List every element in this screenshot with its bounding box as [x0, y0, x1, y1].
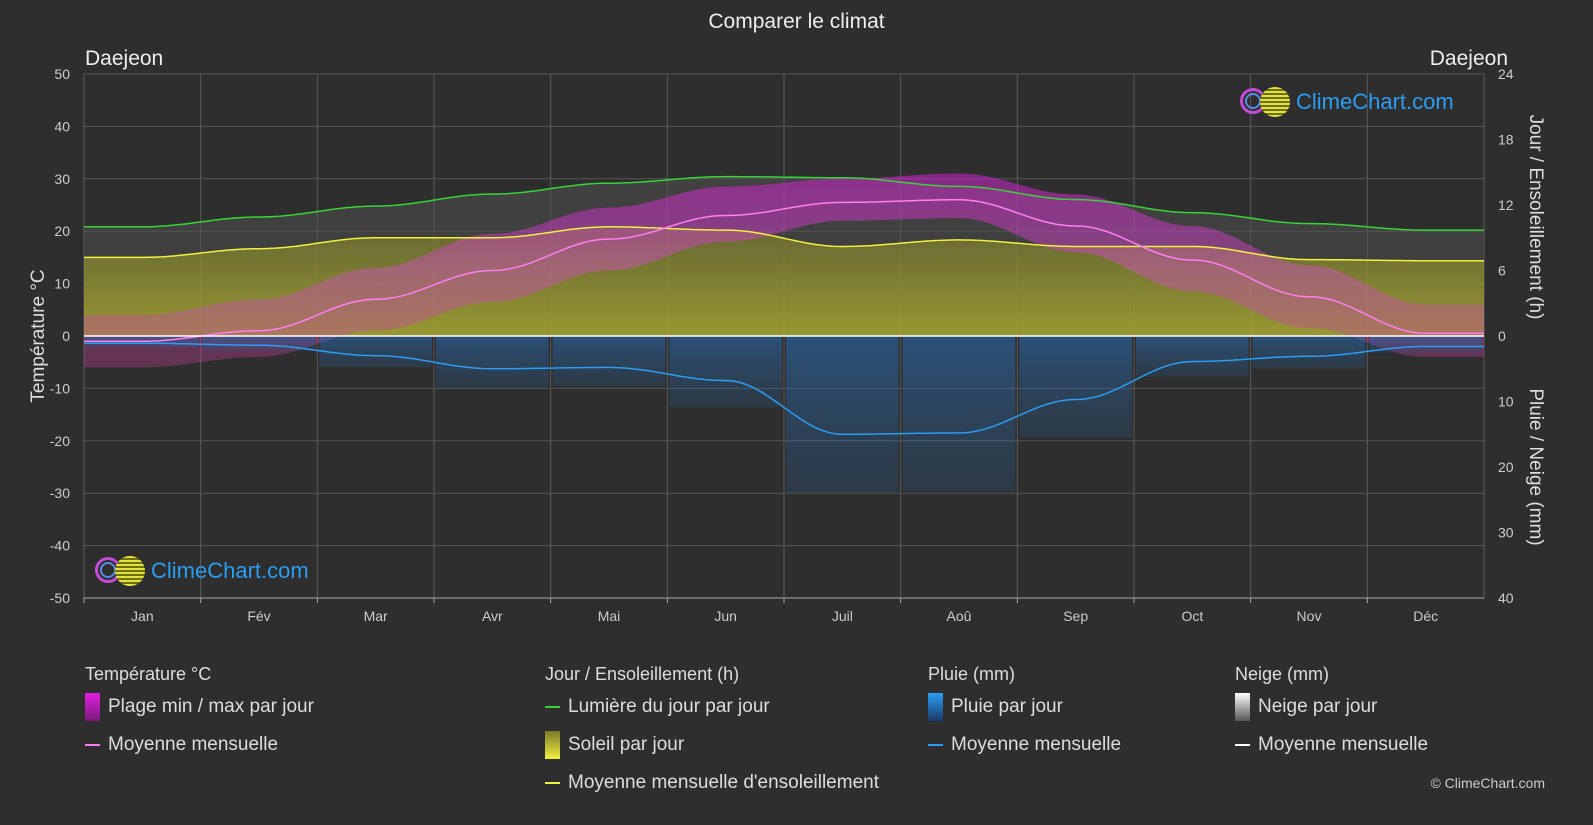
y-right-axis-title-bottom: Pluie / Neige (mm): [1525, 388, 1546, 545]
temperature-range-area: [84, 173, 1484, 368]
rain-bar: [1252, 336, 1366, 369]
x-tick-label: Juil: [832, 608, 853, 624]
x-tick-label: Fév: [247, 608, 270, 624]
legend-label: Lumière du jour par jour: [568, 696, 770, 717]
copyright: © ClimeChart.com: [1430, 775, 1545, 791]
swatch: [1235, 744, 1250, 746]
swatch: [928, 693, 943, 721]
x-tick-label: Mar: [364, 608, 388, 624]
swatch: [928, 744, 943, 746]
y-right-tick-label: 20: [1498, 459, 1514, 475]
legend-item-temp-range: Plage min / max par jour: [85, 688, 314, 726]
legend-label: Moyenne mensuelle d'ensoleillement: [568, 772, 879, 793]
legend-label: Pluie par jour: [951, 696, 1063, 717]
y-right-tick-label: 6: [1498, 263, 1506, 279]
y-right-tick-label: 0: [1498, 328, 1506, 344]
x-tick-label: Aoû: [947, 608, 972, 624]
x-tick-label: Oct: [1181, 608, 1203, 624]
y-right-tick-label: 40: [1498, 590, 1514, 606]
rain-mean-line: [84, 342, 1484, 435]
y-tick-label: -50: [50, 590, 70, 606]
y-tick-label: 40: [54, 118, 70, 134]
y-right-tick-label: 10: [1498, 394, 1514, 410]
legend-header: Pluie (mm): [928, 664, 1016, 684]
x-tick-label: Mai: [598, 608, 621, 624]
y-right-tick-label: 12: [1498, 197, 1514, 213]
legend-item-snow: Neige par jour: [1235, 688, 1428, 726]
legend-label: Neige par jour: [1258, 696, 1378, 717]
legend-label: Moyenne mensuelle: [108, 734, 279, 755]
legend-item-rain: Pluie par jour: [928, 688, 1121, 726]
swatch: [545, 706, 560, 708]
rain-bar: [902, 336, 1016, 492]
climechart-logo-icon: [95, 555, 147, 587]
y-right-axis-title-top: Jour / Ensoleillement (h): [1525, 115, 1546, 320]
rain-bar: [436, 336, 549, 389]
swatch: [545, 782, 560, 784]
brand-name: ClimeChart.com: [1296, 89, 1454, 114]
legend-item-rain-mean: Moyenne mensuelle: [928, 726, 1121, 764]
legend-snow: Neige (mm) Neige par jour Moyenne mensue…: [1235, 664, 1428, 764]
y-tick-label: 50: [54, 66, 70, 82]
legend-temperature: Température °C Plage min / max par jour …: [85, 664, 314, 764]
y-tick-label: 0: [62, 328, 70, 344]
y-tick-label: -30: [50, 485, 70, 501]
rain-bar: [552, 336, 666, 387]
y-right-tick-label: 24: [1498, 66, 1514, 82]
legend-item-sunshine-mean: Moyenne mensuelle d'ensoleillement: [545, 764, 879, 802]
x-tick-label: Déc: [1413, 608, 1438, 624]
legend-item-snow-mean: Moyenne mensuelle: [1235, 726, 1428, 764]
temperature-mean-line: [84, 199, 1484, 342]
climechart-logo-icon: [1240, 86, 1292, 118]
legend-header: Neige (mm): [1235, 664, 1330, 684]
x-tick-label: Avr: [482, 608, 503, 624]
swatch: [545, 731, 560, 759]
brand-logo-bottom: ClimeChart.com: [95, 555, 309, 587]
rain-bar: [319, 336, 432, 368]
swatch: [1235, 693, 1250, 721]
brand-logo-top: ClimeChart.com: [1240, 86, 1454, 118]
y-axis-title: Température °C: [28, 269, 49, 402]
legend-label: Moyenne mensuelle: [951, 734, 1122, 755]
brand-name: ClimeChart.com: [151, 558, 309, 583]
y-tick-label: -10: [50, 380, 70, 396]
legend-item-daylight: Lumière du jour par jour: [545, 688, 879, 726]
x-tick-label: Jun: [714, 608, 737, 624]
swatch: [85, 744, 100, 746]
legend-rain: Pluie (mm) Pluie par jour Moyenne mensue…: [928, 664, 1121, 764]
x-tick-label: Jan: [131, 608, 154, 624]
x-tick-label: Sep: [1063, 608, 1088, 624]
chart-title: Comparer le climat: [708, 10, 885, 33]
location-left: Daejeon: [85, 47, 164, 70]
legend-label: Soleil par jour: [568, 734, 685, 755]
y-tick-label: -40: [50, 538, 70, 554]
rain-bar: [786, 336, 899, 494]
swatch: [85, 693, 100, 721]
location-right: Daejeon: [1429, 47, 1508, 70]
rain-bar: [1019, 336, 1132, 438]
y-right-tick-label: 18: [1498, 132, 1514, 148]
daylight-line: [84, 175, 1484, 231]
legend-sun: Jour / Ensoleillement (h) Lumière du jou…: [545, 664, 879, 802]
sunshine-mean-line: [84, 226, 1484, 262]
legend-item-sunshine: Soleil par jour: [545, 726, 879, 764]
x-tick-label: Nov: [1297, 608, 1322, 624]
legend-header: Jour / Ensoleillement (h): [545, 664, 740, 684]
legend-label: Plage min / max par jour: [108, 696, 314, 717]
y-tick-label: 20: [54, 223, 70, 239]
y-tick-label: 30: [54, 171, 70, 187]
legend-label: Moyenne mensuelle: [1258, 734, 1429, 755]
legend-header: Température °C: [85, 664, 212, 684]
rain-bar: [669, 336, 782, 408]
y-right-tick-label: 30: [1498, 525, 1514, 541]
rain-bar: [1369, 336, 1482, 353]
legend-item-temp-mean: Moyenne mensuelle: [85, 726, 314, 764]
y-tick-label: -20: [50, 433, 70, 449]
climate-chart: 50 40 30 20 10 0 -10 -20 -30 -40 -50 24 18 12 6 0 10 20 30…: [28, 66, 1546, 624]
y-tick-label: 10: [54, 276, 70, 292]
